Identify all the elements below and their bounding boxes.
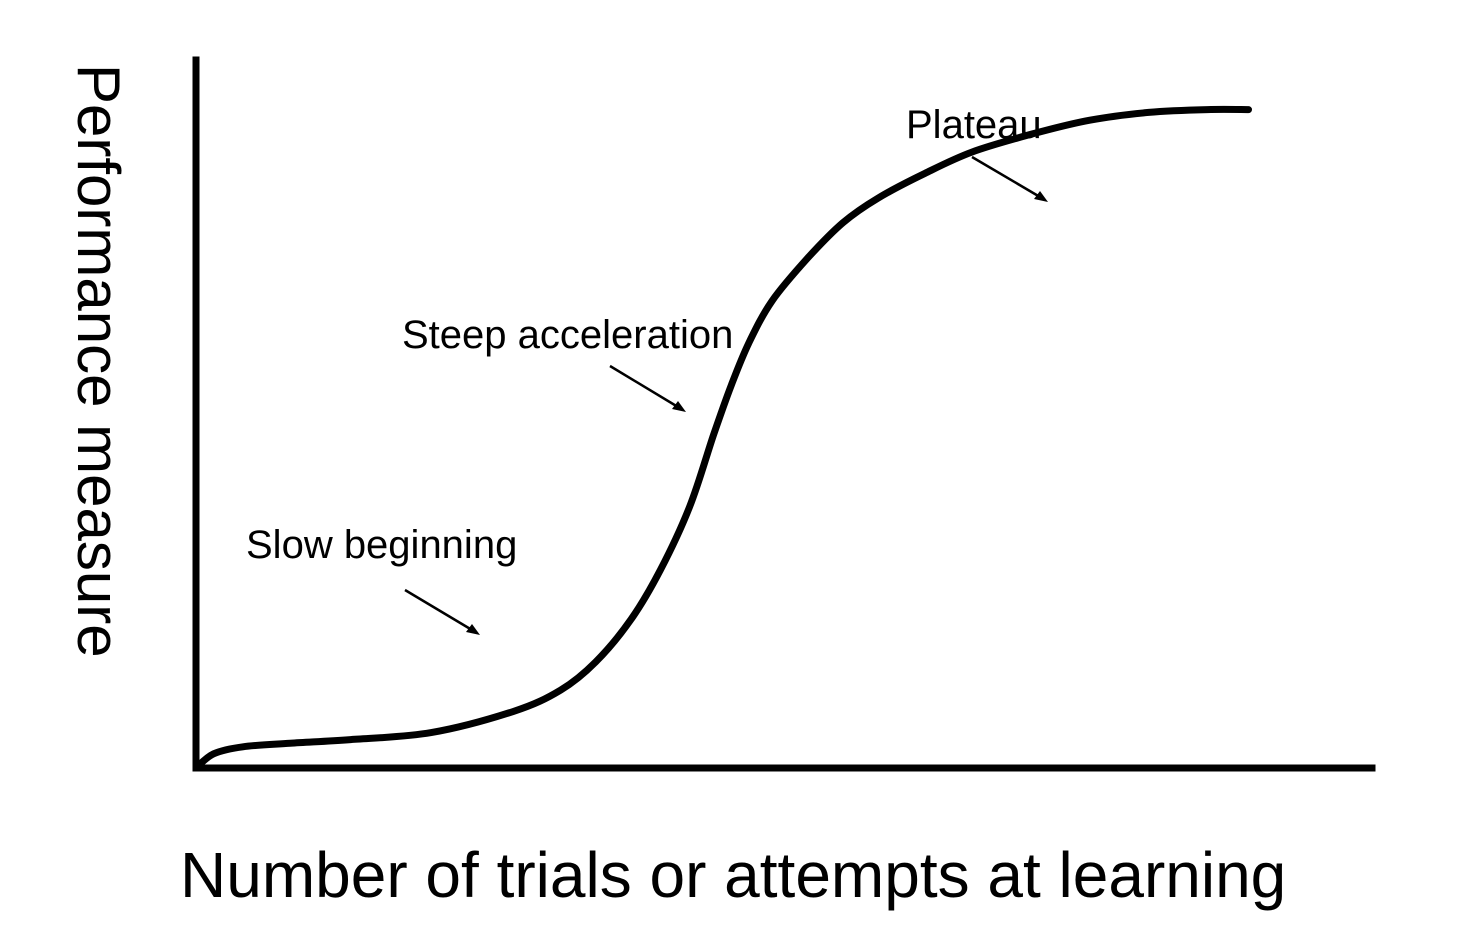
annotation-plateau: Plateau: [906, 103, 1042, 147]
performance-curve: [192, 105, 1252, 772]
arrow-steep-acceleration: [609, 364, 686, 412]
annotation-slow-beginning: Slow beginning: [246, 523, 517, 567]
y-axis-label: Performance measure: [65, 64, 132, 658]
arrow-plateau: [971, 155, 1048, 202]
arrow-slow-beginning: [404, 588, 480, 635]
annotation-steep-acceleration: Steep acceleration: [402, 313, 733, 357]
x-axis-label: Number of trials or attempts at learning: [180, 839, 1286, 911]
